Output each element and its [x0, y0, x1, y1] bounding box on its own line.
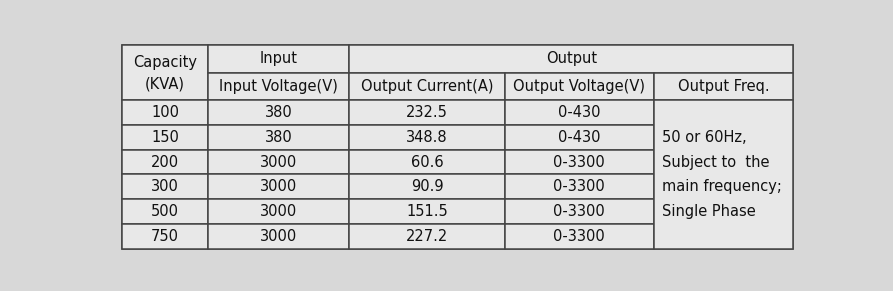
Bar [349, 150, 505, 175]
Text: 500: 500 [151, 204, 179, 219]
Text: 3000: 3000 [260, 179, 297, 194]
Text: 0-430: 0-430 [558, 130, 601, 145]
Text: 3000: 3000 [260, 204, 297, 219]
Text: 0-3300: 0-3300 [554, 179, 605, 194]
Text: 232.5: 232.5 [406, 105, 448, 120]
Bar [349, 100, 505, 125]
Bar [122, 45, 208, 100]
Bar [122, 125, 208, 150]
Bar [208, 224, 349, 249]
Text: 0-3300: 0-3300 [554, 155, 605, 170]
Text: Output Freq.: Output Freq. [678, 79, 770, 94]
Text: 348.8: 348.8 [406, 130, 448, 145]
Bar [505, 150, 655, 175]
Text: Capacity: Capacity [133, 55, 197, 70]
Bar [349, 199, 505, 224]
Text: Output Voltage(V): Output Voltage(V) [513, 79, 646, 94]
Bar [505, 199, 655, 224]
Bar [208, 100, 349, 125]
Bar [122, 199, 208, 224]
Bar [122, 224, 208, 249]
Bar [349, 45, 793, 72]
Bar [505, 125, 655, 150]
Text: 150: 150 [151, 130, 179, 145]
Text: 750: 750 [151, 229, 179, 244]
Text: 0-430: 0-430 [558, 105, 601, 120]
Text: (KVA): (KVA) [145, 76, 185, 91]
Bar [349, 72, 505, 100]
Text: Output: Output [546, 51, 597, 66]
Bar [208, 175, 349, 199]
Bar [655, 72, 793, 100]
Bar [505, 175, 655, 199]
Text: Single Phase: Single Phase [663, 204, 756, 219]
Text: 0-3300: 0-3300 [554, 229, 605, 244]
Bar [208, 45, 349, 72]
Text: 60.6: 60.6 [411, 155, 443, 170]
Bar [505, 72, 655, 100]
Text: 3000: 3000 [260, 229, 297, 244]
Bar [208, 72, 349, 100]
Text: main frequency;: main frequency; [663, 179, 782, 194]
Text: 380: 380 [265, 130, 293, 145]
Text: 3000: 3000 [260, 155, 297, 170]
Text: 50 or 60Hz,: 50 or 60Hz, [663, 130, 747, 145]
Bar [349, 175, 505, 199]
Text: 200: 200 [151, 155, 179, 170]
Bar [505, 224, 655, 249]
Text: 100: 100 [151, 105, 179, 120]
Text: 300: 300 [151, 179, 179, 194]
Bar [208, 125, 349, 150]
Text: Input Voltage(V): Input Voltage(V) [220, 79, 338, 94]
Bar [655, 100, 793, 249]
Bar [505, 100, 655, 125]
Text: Output Current(A): Output Current(A) [361, 79, 493, 94]
Bar [349, 125, 505, 150]
Bar [122, 175, 208, 199]
Bar [349, 224, 505, 249]
Bar [122, 150, 208, 175]
Text: 90.9: 90.9 [411, 179, 443, 194]
Text: 0-3300: 0-3300 [554, 204, 605, 219]
Text: 227.2: 227.2 [406, 229, 448, 244]
Bar [122, 100, 208, 125]
Text: 151.5: 151.5 [406, 204, 448, 219]
Text: Subject to  the: Subject to the [663, 155, 770, 170]
Bar [208, 150, 349, 175]
Text: Input: Input [260, 51, 297, 66]
Text: 380: 380 [265, 105, 293, 120]
Bar [208, 199, 349, 224]
